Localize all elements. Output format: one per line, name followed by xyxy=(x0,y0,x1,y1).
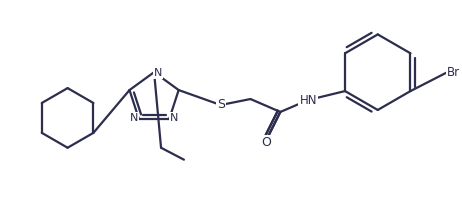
Text: N: N xyxy=(154,68,162,78)
Text: Br: Br xyxy=(447,66,461,79)
Text: HN: HN xyxy=(299,93,317,107)
Text: O: O xyxy=(261,136,271,149)
Text: N: N xyxy=(130,113,138,123)
Text: S: S xyxy=(217,98,225,111)
Text: N: N xyxy=(170,113,178,123)
